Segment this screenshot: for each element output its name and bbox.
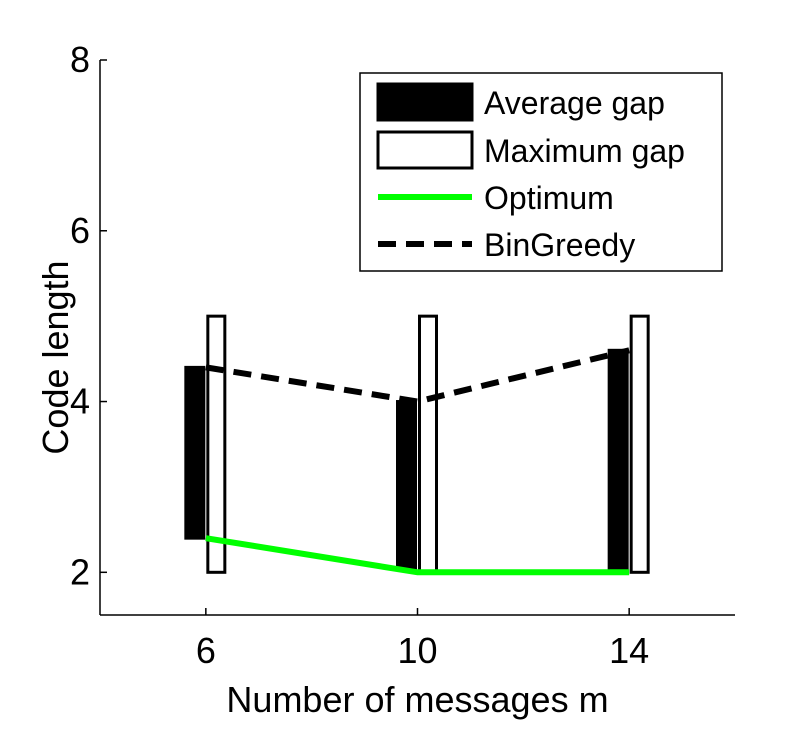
legend: Average gap Maximum gap Optimum BinGreedy bbox=[359, 72, 723, 272]
y-axis-title: Code length bbox=[35, 260, 76, 454]
x-axis-title: Number of messages m bbox=[226, 679, 608, 720]
bar-average-gap bbox=[607, 348, 629, 570]
legend-swatch-average-gap bbox=[376, 82, 474, 122]
bar-maximum-gap bbox=[629, 314, 650, 574]
legend-label: Maximum gap bbox=[484, 133, 685, 169]
ticks: 2 4 6 8 6 10 14 bbox=[70, 39, 649, 671]
x-tick-label: 10 bbox=[397, 630, 437, 671]
x-tick-label: 14 bbox=[609, 630, 649, 671]
line-bingreedy bbox=[205, 347, 630, 405]
y-tick-label: 2 bbox=[70, 551, 90, 592]
bar-maximum-gap bbox=[206, 314, 227, 574]
legend-swatch-maximum-gap bbox=[376, 130, 474, 170]
bar-maximum-gap bbox=[418, 314, 438, 574]
legend-label: Average gap bbox=[484, 85, 665, 121]
bars bbox=[184, 314, 650, 574]
y-tick-label: 4 bbox=[70, 381, 90, 422]
x-tick-label: 6 bbox=[196, 630, 216, 671]
y-tick-label: 6 bbox=[70, 210, 90, 251]
series-lines bbox=[205, 347, 630, 576]
legend-label: BinGreedy bbox=[484, 227, 635, 263]
bar-average-gap bbox=[396, 400, 417, 570]
line-optimum bbox=[205, 535, 630, 576]
legend-label: Optimum bbox=[484, 180, 614, 216]
bar-average-gap bbox=[184, 365, 206, 540]
y-tick-label: 8 bbox=[70, 39, 90, 80]
